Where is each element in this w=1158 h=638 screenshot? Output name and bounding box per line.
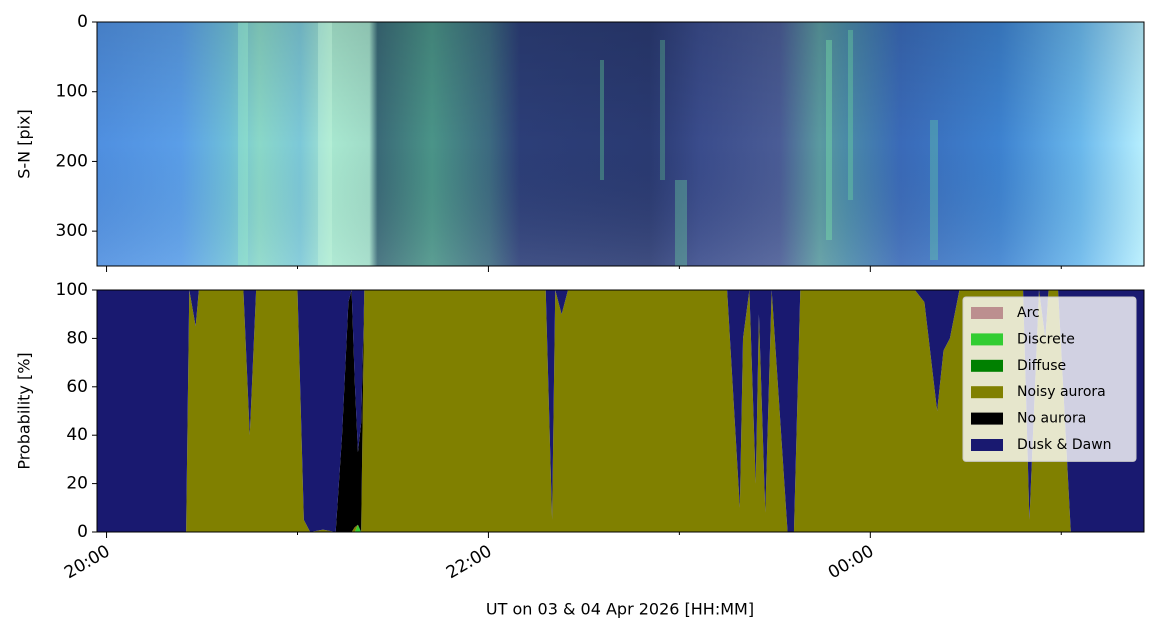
area <box>97 290 1144 532</box>
top-frame <box>96 21 1145 267</box>
y-tick-label: 200 <box>56 151 88 171</box>
legend-label: No aurora <box>1017 411 1086 427</box>
x-tick-label: 22:00 <box>443 541 495 583</box>
area <box>97 290 1144 532</box>
legend-label: Noisy aurora <box>1017 384 1106 400</box>
legend-label: Discrete <box>1017 331 1075 347</box>
y-tick-label: 20 <box>66 474 88 494</box>
legend-label: Diffuse <box>1017 358 1066 374</box>
y-tick-label: 100 <box>56 280 88 300</box>
legend-swatch <box>971 333 1003 346</box>
y-axis-label: Probability [%] <box>15 352 34 469</box>
y-tick-label: 100 <box>56 82 88 102</box>
x-axis-label: UT on 03 & 04 Apr 2026 [HH:MM] <box>486 600 754 619</box>
y-tick-label: 0 <box>77 522 88 542</box>
x-tick-label: 20:00 <box>61 541 113 583</box>
plot-area <box>97 290 1144 532</box>
y-axis-label: S-N [pix] <box>15 109 34 179</box>
legend: Arc Discrete Diffuse Noisy aurora No aurora D… <box>962 296 1137 462</box>
legend-label: Arc <box>1017 305 1040 321</box>
y-tick-label: 40 <box>66 425 88 445</box>
legend-swatch <box>971 439 1003 451</box>
keogram <box>97 22 1144 266</box>
legend-swatch <box>971 386 1003 399</box>
y-tick-label: 300 <box>56 221 88 241</box>
legend-swatch <box>971 412 1003 425</box>
x-tick-label: 00:00 <box>825 541 877 583</box>
legend-swatch <box>971 359 1003 372</box>
area <box>97 290 1144 532</box>
bottom-frame <box>96 289 1145 533</box>
y-tick-label: 0 <box>77 12 88 32</box>
legend-swatch <box>971 307 1003 319</box>
legend-label: Dusk & Dawn <box>1017 437 1112 453</box>
legend-box <box>962 296 1137 462</box>
y-tick-label: 60 <box>66 377 88 397</box>
y-tick-label: 80 <box>66 328 88 348</box>
